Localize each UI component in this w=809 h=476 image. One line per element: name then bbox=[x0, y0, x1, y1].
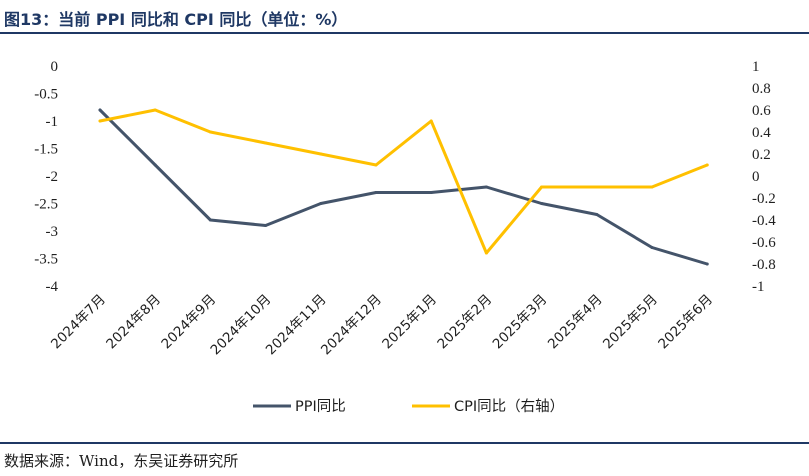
x-axis-tick-label: 2025年5月 bbox=[600, 292, 661, 353]
x-axis-tick-label: 2024年7月 bbox=[48, 292, 109, 353]
right-axis-tick-label: 0.8 bbox=[752, 81, 771, 97]
cpi-data-point bbox=[595, 185, 599, 189]
left-axis-tick-label: 0 bbox=[51, 59, 59, 75]
cpi-data-point bbox=[540, 185, 544, 189]
x-axis-tick-label: 2025年1月 bbox=[379, 292, 440, 353]
ppi-data-point bbox=[429, 191, 433, 194]
footer-divider bbox=[0, 442, 809, 444]
x-axis-tick-label: 2025年6月 bbox=[655, 292, 716, 353]
right-axis-tick-label: -0.4 bbox=[752, 213, 776, 229]
left-axis-tick-label: -4 bbox=[46, 279, 59, 295]
x-axis-tick-label: 2025年2月 bbox=[434, 292, 495, 353]
cpi-data-point bbox=[484, 251, 488, 255]
ppi-data-point bbox=[153, 163, 157, 167]
cpi-data-point bbox=[264, 141, 268, 145]
left-axis-tick-label: -3.5 bbox=[34, 252, 58, 268]
left-axis-tick-label: -1 bbox=[46, 114, 59, 130]
cpi-data-point bbox=[208, 130, 212, 134]
ppi-data-point bbox=[540, 202, 544, 205]
left-axis-tick-label: -1.5 bbox=[34, 142, 58, 158]
ppi-data-point bbox=[374, 191, 378, 194]
ppi-series-line bbox=[98, 108, 709, 266]
right-axis-tick-label: -0.6 bbox=[752, 235, 776, 251]
x-axis-tick-label: 2025年3月 bbox=[490, 292, 551, 353]
right-axis-tick-label: 1 bbox=[752, 59, 760, 75]
cpi-data-point bbox=[319, 152, 323, 156]
right-axis-tick-label: 0.6 bbox=[752, 103, 771, 119]
left-axis-tick-label: -2 bbox=[46, 169, 59, 185]
cpi-data-point bbox=[650, 185, 654, 189]
cpi-data-point bbox=[705, 163, 709, 167]
x-axis-tick-label: 2025年4月 bbox=[545, 292, 606, 353]
ppi-data-point bbox=[484, 185, 488, 189]
left-axis-tick-label: -0.5 bbox=[34, 87, 58, 103]
cpi-data-point bbox=[374, 163, 378, 167]
cpi-data-point bbox=[98, 119, 102, 123]
ppi-data-point bbox=[650, 246, 654, 249]
ppi-data-point bbox=[208, 218, 212, 222]
chart-title: 图13：当前 PPI 同比和 CPI 同比（单位：%） bbox=[4, 10, 348, 29]
ppi-data-point bbox=[705, 262, 709, 266]
ppi-data-point bbox=[595, 213, 599, 216]
right-axis-tick-label: -0.2 bbox=[752, 191, 776, 207]
right-axis-tick-label: 0.2 bbox=[752, 147, 771, 163]
left-axis-tick-label: -3 bbox=[46, 224, 59, 240]
right-axis-tick-label: 0 bbox=[752, 169, 760, 185]
legend-label-ppi: PPI同比 bbox=[295, 398, 346, 415]
right-axis-tick-label: -0.8 bbox=[752, 257, 776, 273]
source-note: 数据来源：Wind，东吴证券研究所 bbox=[4, 452, 239, 470]
right-axis-tick-label: -1 bbox=[752, 279, 765, 295]
cpi-series-line bbox=[98, 108, 709, 255]
right-axis-tick-label: 0.4 bbox=[752, 125, 771, 141]
line-chart: 0 -0.5 -1 -1.5 -2 -2.5 -3 -3.5 -4 1 0.8 0.6 0.4 0.2 0 -… bbox=[34, 59, 776, 415]
cpi-data-point bbox=[429, 119, 433, 123]
x-axis-tick-label: 2024年8月 bbox=[103, 292, 164, 353]
ppi-data-point bbox=[264, 224, 268, 227]
cpi-data-point bbox=[153, 108, 157, 112]
left-axis-tick-label: -2.5 bbox=[34, 197, 58, 213]
title-divider bbox=[0, 32, 809, 34]
legend-label-cpi: CPI同比（右轴） bbox=[454, 398, 564, 415]
ppi-data-point bbox=[319, 202, 323, 205]
ppi-data-point bbox=[98, 108, 102, 112]
